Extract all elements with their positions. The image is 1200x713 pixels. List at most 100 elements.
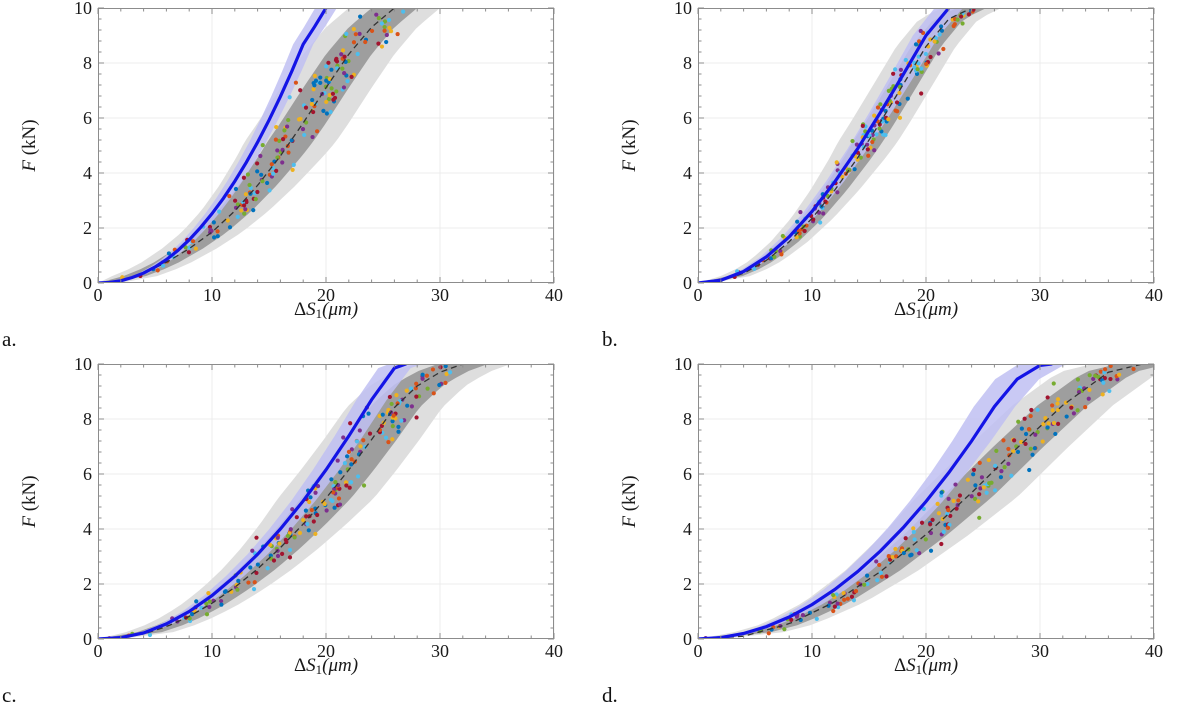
data-point — [334, 89, 339, 94]
data-point — [355, 51, 360, 57]
data-point — [798, 209, 803, 215]
data-point — [1045, 425, 1050, 430]
data-point — [814, 616, 819, 622]
data-point — [424, 373, 430, 378]
experimental-mean-dashed-line — [698, 364, 1143, 639]
data-point — [247, 182, 252, 188]
data-point — [275, 155, 280, 160]
data-point — [851, 598, 857, 603]
data-point — [348, 421, 353, 426]
data-point — [405, 403, 410, 408]
data-point — [956, 498, 961, 503]
data-point — [870, 139, 875, 145]
x-tick-label: 30 — [431, 641, 449, 661]
data-point — [382, 28, 387, 33]
data-point — [1071, 411, 1076, 416]
data-point — [1022, 416, 1027, 421]
data-point — [321, 108, 326, 113]
data-point — [928, 530, 934, 536]
data-point — [387, 25, 392, 30]
panel-d-yticks: 0 2 4 6 8 10 — [600, 355, 692, 648]
data-point — [425, 386, 430, 391]
data-point — [207, 599, 212, 604]
data-point — [349, 462, 354, 467]
data-point — [894, 100, 900, 105]
data-point — [919, 91, 924, 96]
data-point — [821, 211, 826, 216]
panel-c-xlabel: ΔS1(μm) — [98, 655, 554, 678]
data-point — [865, 573, 870, 578]
x-tick-label: 40 — [545, 285, 563, 305]
data-point — [1107, 388, 1112, 394]
data-point — [313, 531, 318, 537]
data-point — [909, 552, 914, 557]
y-tick-label: 10 — [674, 0, 692, 18]
data-point — [293, 80, 299, 85]
data-point — [800, 613, 805, 618]
data-point — [916, 54, 921, 59]
data-point — [387, 394, 392, 400]
data-point — [394, 393, 399, 398]
data-point — [878, 570, 883, 575]
x-tick-label: 10 — [203, 285, 221, 305]
data-point — [329, 86, 334, 91]
data-point — [324, 64, 329, 69]
experimental-mean-dashed-line — [98, 8, 395, 283]
xlabel-unit: (μm) — [322, 655, 359, 676]
model-curve — [698, 364, 1053, 639]
panel-b: 0 2 4 6 8 10 F (kN) ΔS1(μm) b. 0 10 20 30 40 — [600, 0, 1200, 356]
data-point — [336, 496, 342, 501]
data-point — [835, 601, 840, 606]
panel-b-letter: b. — [602, 327, 618, 351]
data-point — [314, 129, 320, 134]
data-point — [1028, 446, 1033, 451]
data-point — [836, 605, 841, 610]
data-point — [283, 537, 288, 542]
data-point — [993, 463, 998, 468]
data-point — [207, 604, 212, 610]
data-point — [187, 245, 192, 250]
ylabel-symbol: F — [619, 160, 640, 172]
panel-d-xlabel: ΔS1(μm) — [698, 655, 1154, 678]
xlabel-subscript: 1 — [315, 662, 323, 678]
ylabel-symbol: F — [19, 160, 40, 172]
panel-a-ylabel: F (kN) — [18, 8, 42, 283]
data-point — [1055, 397, 1061, 402]
x-tick-label: 10 — [803, 641, 821, 661]
data-point — [928, 548, 934, 553]
data-point — [1064, 414, 1069, 419]
data-point — [938, 24, 944, 29]
data-point — [414, 394, 419, 399]
data-point — [850, 138, 855, 144]
data-point — [245, 172, 251, 177]
data-point — [259, 172, 264, 177]
data-point — [331, 490, 336, 495]
data-point — [271, 558, 277, 563]
data-point — [903, 57, 908, 63]
data-point — [382, 24, 387, 30]
data-point — [914, 548, 919, 553]
data-point — [340, 66, 345, 71]
data-point — [954, 506, 959, 511]
data-point — [911, 529, 916, 535]
data-point — [246, 580, 251, 585]
data-point — [976, 499, 981, 504]
data-point — [346, 449, 352, 455]
y-tick-label: 2 — [683, 218, 692, 238]
data-point — [1087, 387, 1092, 392]
panel-d-plot-area — [697, 363, 1155, 640]
data-point — [304, 514, 309, 519]
data-point — [447, 370, 453, 375]
data-point — [865, 581, 870, 587]
data-point — [797, 234, 802, 239]
data-point — [330, 91, 336, 96]
data-point — [977, 460, 982, 465]
model-curve — [98, 364, 408, 639]
data-point — [772, 254, 777, 259]
data-point — [1056, 421, 1061, 426]
data-point — [917, 551, 922, 556]
data-point — [399, 418, 404, 423]
data-point — [978, 486, 983, 491]
data-point — [972, 496, 978, 501]
